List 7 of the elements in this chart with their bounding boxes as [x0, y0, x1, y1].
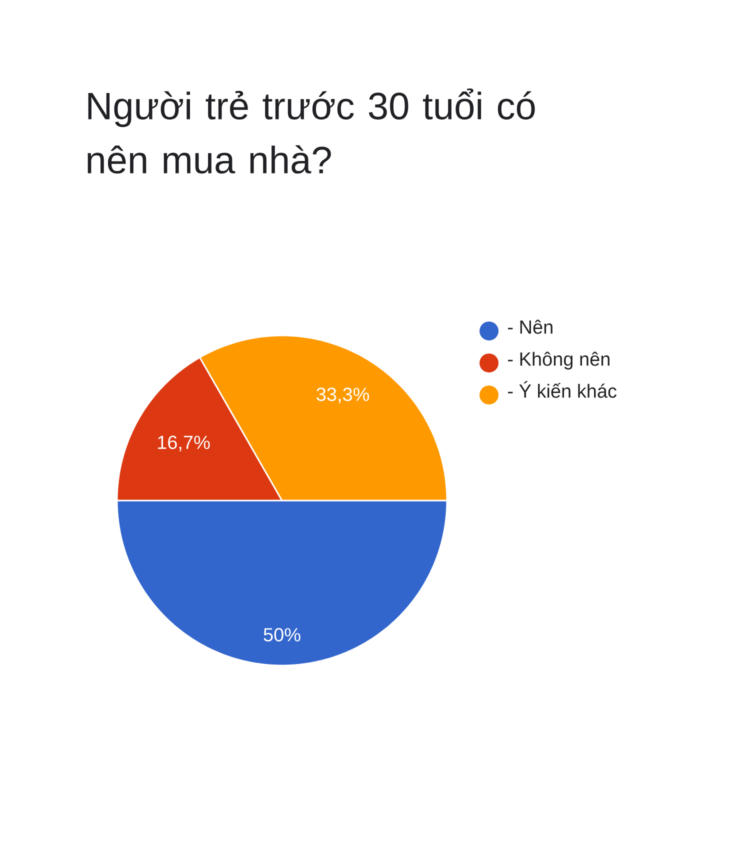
chart-title: Người trẻ trước 30 tuổi có nên mua nhà? [88, 88, 535, 174]
data-label: 50% [264, 628, 300, 642]
data-label: 33,3% [316, 388, 370, 404]
legend-label: - Nên [508, 320, 552, 334]
data-label: 16,7% [158, 436, 210, 452]
legend-label: - Ý kiến khác [508, 381, 617, 398]
legend-label: - Không nên [508, 352, 610, 370]
